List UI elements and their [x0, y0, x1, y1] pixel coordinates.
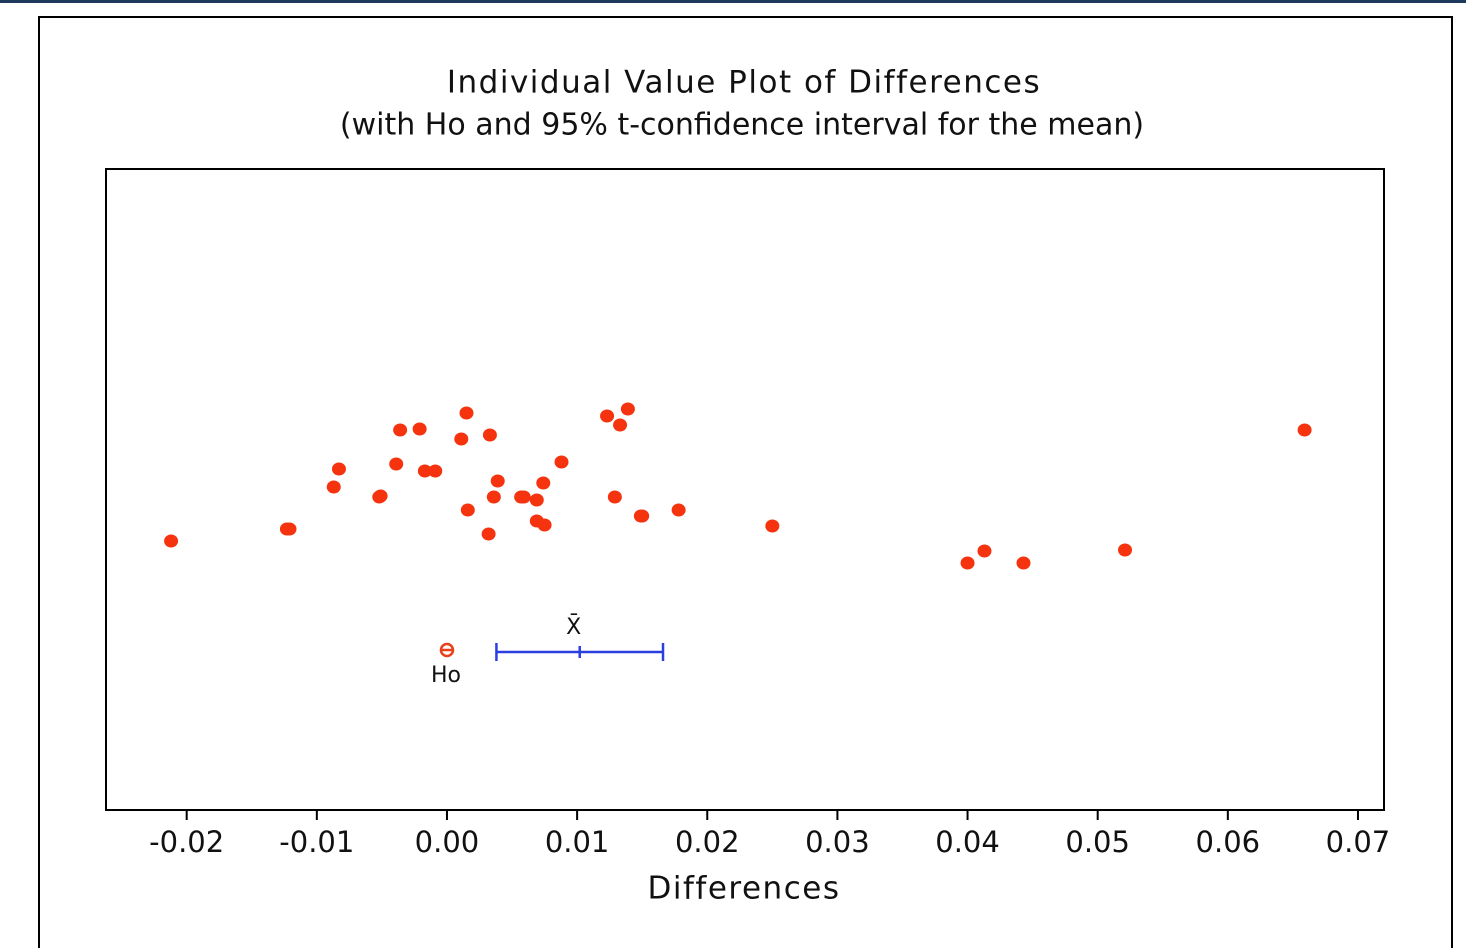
- data-point: [428, 464, 443, 478]
- data-point: [282, 522, 297, 536]
- data-point: [459, 406, 474, 420]
- plot-area: [105, 168, 1385, 811]
- data-point: [554, 455, 569, 469]
- x-tick-label: 0.04: [935, 825, 1000, 859]
- data-point: [516, 490, 531, 504]
- data-point: [537, 518, 552, 532]
- chart-title: Individual Value Plot of Differences: [447, 65, 1041, 101]
- x-tick-label: 0.07: [1326, 825, 1391, 859]
- data-point: [607, 490, 622, 504]
- data-point: [482, 428, 497, 442]
- data-point: [164, 534, 179, 548]
- data-point: [1297, 423, 1312, 437]
- data-point: [1016, 556, 1031, 570]
- data-point: [417, 464, 432, 478]
- data-point: [620, 402, 635, 416]
- data-point: [481, 527, 496, 541]
- data-point: [373, 489, 388, 503]
- data-point: [326, 480, 341, 494]
- h0-label: Ho: [431, 663, 461, 688]
- x-tick-label: 0.02: [675, 825, 740, 859]
- data-point: [529, 493, 544, 507]
- data-point: [765, 519, 780, 533]
- data-point: [977, 544, 992, 558]
- data-point: [600, 409, 615, 423]
- x-tick-label: 0.06: [1196, 825, 1261, 859]
- data-point: [536, 476, 551, 490]
- x-axis-title: Differences: [648, 871, 841, 907]
- top-bar: [0, 0, 1466, 3]
- x-tick-label: 0.00: [415, 825, 480, 859]
- data-point: [635, 509, 650, 523]
- data-point: [613, 418, 628, 432]
- x-tick-label: -0.02: [149, 825, 224, 859]
- data-point: [486, 490, 501, 504]
- frame: [38, 16, 1453, 948]
- chart-subtitle: (with Ho and 95% t-confidence interval f…: [340, 108, 1144, 143]
- x-tick-label: -0.01: [279, 825, 354, 859]
- data-point: [389, 457, 404, 471]
- x-tick-label: 0.03: [805, 825, 870, 859]
- data-point: [393, 423, 408, 437]
- data-point: [1118, 543, 1133, 557]
- data-point: [490, 474, 505, 488]
- data-point: [412, 422, 427, 436]
- data-point: [960, 556, 975, 570]
- x-tick-label: 0.05: [1065, 825, 1130, 859]
- x-tick-label: 0.01: [545, 825, 610, 859]
- data-point: [671, 503, 686, 517]
- data-point: [331, 462, 346, 476]
- data-point: [460, 503, 475, 517]
- mean-label: X̄: [566, 614, 581, 640]
- data-point: [454, 432, 469, 446]
